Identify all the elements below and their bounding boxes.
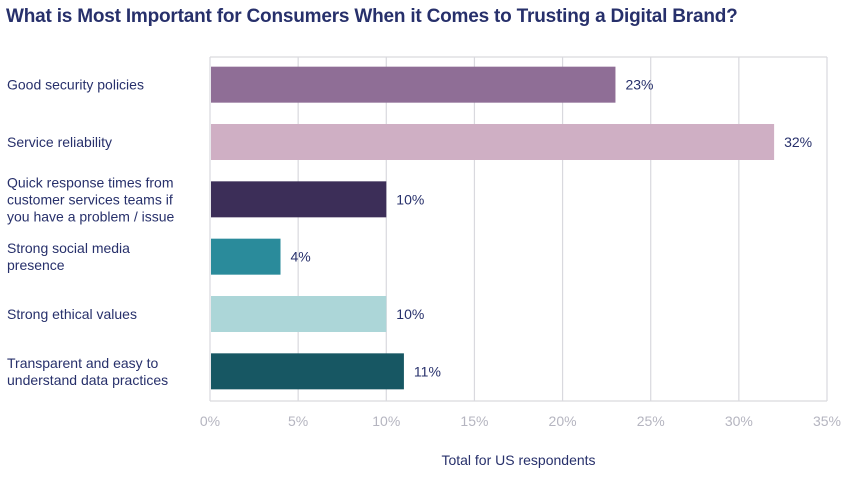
category-label-line: Service reliability: [7, 134, 112, 150]
category-label-line: Transparent and easy to: [7, 355, 158, 371]
x-tick-label: 30%: [725, 413, 753, 429]
x-tick-label: 25%: [637, 413, 665, 429]
category-label-line: understand data practices: [7, 372, 168, 388]
data-label: 23%: [625, 77, 653, 93]
bar: [211, 124, 775, 160]
bar: [211, 66, 616, 103]
bar: [211, 353, 404, 390]
category-label: Strong social media presence: [7, 240, 130, 273]
category-label: Strong ethical values: [7, 306, 137, 322]
category-label-line: presence: [7, 257, 65, 273]
category-label: Good security policies: [7, 77, 144, 93]
x-axis-title: Total for US respondents: [441, 452, 595, 468]
category-label-line: Strong social media: [7, 240, 130, 256]
data-label: 10%: [396, 191, 424, 207]
category-label-line: Quick response times from: [7, 174, 174, 190]
data-label: 10%: [396, 306, 424, 322]
x-tick-label: 0%: [200, 413, 220, 429]
x-tick-label: 15%: [460, 413, 488, 429]
bar: [211, 181, 387, 218]
data-label: 32%: [784, 134, 812, 150]
data-label: 4%: [291, 249, 311, 265]
category-label: Transparent and easy to understand data p…: [7, 355, 168, 388]
category-label-line: you have a problem / issue: [7, 208, 175, 224]
x-tick-label: 35%: [813, 413, 841, 429]
x-tick-label: 10%: [372, 413, 400, 429]
chart-title: What is Most Important for Consumers Whe…: [6, 6, 738, 27]
category-label-line: Good security policies: [7, 77, 144, 93]
x-tick-label: 5%: [288, 413, 308, 429]
category-label-line: customer services teams if: [7, 191, 173, 207]
category-label: Quick response times from customer servic…: [7, 174, 175, 224]
bar: [211, 238, 281, 275]
x-tick-label: 20%: [549, 413, 577, 429]
data-label: 11%: [414, 363, 441, 379]
bar: [211, 296, 387, 332]
category-label-line: Strong ethical values: [7, 306, 137, 322]
category-label: Service reliability: [7, 134, 112, 150]
